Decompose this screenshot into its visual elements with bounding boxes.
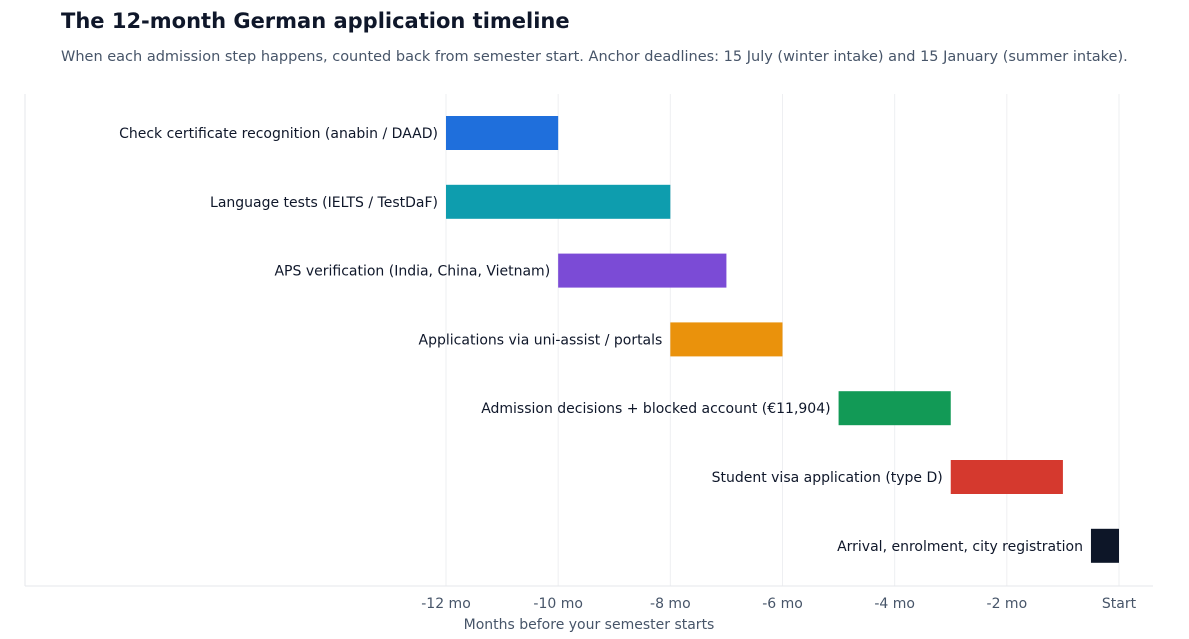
plot-frame bbox=[24, 94, 1153, 587]
timeline-bar bbox=[670, 322, 783, 357]
task-label: Applications via uni-assist / portals bbox=[419, 332, 663, 348]
x-tick-label: -8 mo bbox=[650, 596, 691, 612]
task-label: Check certificate recognition (anabin / … bbox=[119, 126, 438, 142]
chart-title: The 12-month German application timeline bbox=[61, 9, 570, 33]
grid-lines bbox=[445, 94, 1120, 586]
task-label: Admission decisions + blocked account (€… bbox=[481, 401, 830, 417]
bars bbox=[446, 116, 1119, 563]
chart-subtitle: When each admission step happens, counte… bbox=[61, 49, 1128, 65]
x-tick-label: -12 mo bbox=[421, 596, 471, 612]
timeline-bar bbox=[950, 460, 1063, 494]
timeline-bar bbox=[838, 391, 951, 426]
task-label: Arrival, enrolment, city registration bbox=[837, 539, 1083, 555]
task-label: Language tests (IELTS / TestDaF) bbox=[210, 195, 438, 211]
x-tick-label: -2 mo bbox=[987, 596, 1028, 612]
timeline-bar bbox=[446, 184, 671, 219]
task-label: APS verification (India, China, Vietnam) bbox=[274, 264, 550, 280]
timeline-bar bbox=[446, 116, 559, 150]
x-tick-label: -6 mo bbox=[762, 596, 803, 612]
x-axis-label: Months before your semester starts bbox=[464, 617, 715, 633]
x-tick-label: Start bbox=[1102, 596, 1137, 612]
timeline-bar bbox=[558, 253, 727, 288]
timeline-bar bbox=[1090, 528, 1119, 563]
x-tick-label: -10 mo bbox=[533, 596, 583, 612]
task-label: Student visa application (type D) bbox=[712, 470, 943, 486]
x-tick-label: -4 mo bbox=[874, 596, 915, 612]
category-labels: Check certificate recognition (anabin / … bbox=[119, 126, 1083, 555]
x-tick-labels: -12 mo -10 mo -8 mo -6 mo -4 mo -2 mo Start bbox=[421, 596, 1136, 612]
